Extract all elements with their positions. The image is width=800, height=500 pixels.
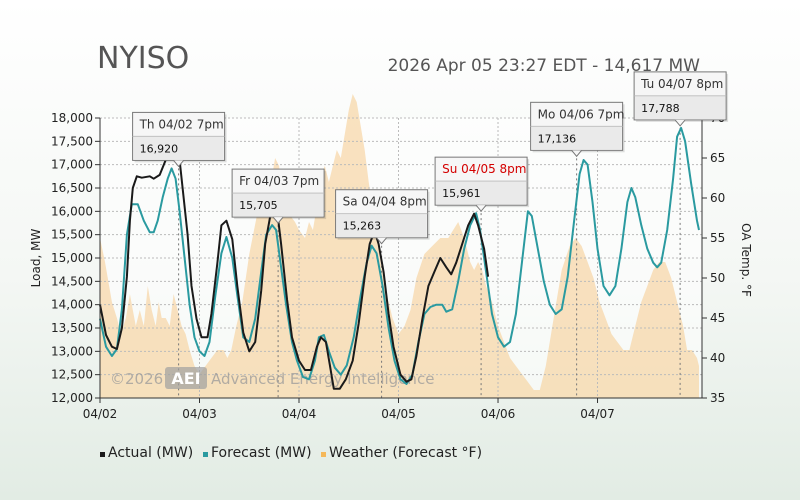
y-tick-label: 12,000 [51,391,93,405]
tooltip-value-bg [133,136,224,160]
tooltip-value-bg [436,181,527,205]
legend-swatch [100,452,105,457]
y-tick-label: 18,000 [51,111,93,125]
tooltip-date: Fr 04/03 7pm [239,174,319,188]
peak-tooltip: Tu 04/07 8pm 17,788 [633,71,729,127]
weather-area [100,94,700,398]
y-tick-label: 12,500 [51,368,93,382]
y2-tick-label: 50 [710,271,725,285]
watermark-text: Advanced Energy Intelligence [211,370,434,388]
y-tick-label: 14,000 [51,298,93,312]
axes: 12,000 12,500 13,000 13,500 14,000 14,500 15,0… [29,111,753,421]
watermark-logo: AEI [171,369,200,388]
legend-item: Actual (MW) [100,445,193,461]
x-tick-label: 04/06 [481,407,516,421]
tooltip-value: 17,136 [538,132,577,145]
y2-tick-label: 45 [710,311,725,325]
tooltip-pointer [376,237,387,245]
legend-item: Forecast (MW) [203,445,312,461]
y2-tick-label: 60 [710,191,725,205]
tooltip-pointer [475,204,487,212]
x-tick-label: 04/05 [381,407,416,421]
x-tick-label: 04/02 [83,407,118,421]
tooltip-date: Su 04/05 8pm [442,162,526,176]
chart-title: NYISO [97,41,189,76]
tooltip-date: Mo 04/06 7pm [538,107,625,121]
y-tick-label: 13,000 [51,344,93,358]
tooltip-pointer [674,119,686,127]
tooltip-value-bg [233,193,324,217]
y-tick-label: 15,000 [51,251,93,265]
y-tick-label: 17,000 [51,158,93,172]
tooltip-pointer [173,160,184,168]
annotations: Th 04/02 7pm 16,920 Fr 04/03 7pm 15,705 Sa 0… [132,71,729,245]
legend-label: Weather (Forecast °F) [329,445,482,461]
tooltip-value-bg [635,96,726,120]
x-tick-label: 04/04 [282,407,317,421]
y-tick-label: 16,000 [51,204,93,218]
tooltip-date: Th 04/02 7pm [139,117,224,131]
watermark-logo-box [165,367,207,389]
y2-axis-title: OA Temp. °F [739,223,753,297]
y-tick-label: 14,500 [51,274,93,288]
legend-item: Weather (Forecast °F) [321,445,482,461]
y2-tick-label: 65 [710,151,725,165]
weather-forecast-area [100,94,700,398]
legend-swatch [203,452,208,457]
tooltip-pointer [571,149,583,158]
y-tick-label: 13,500 [51,321,93,335]
forecast-series-line [99,126,700,385]
watermark-copyright: ©2026 [110,370,163,388]
tooltip-value-bg [531,126,622,150]
y2-tick-label: 35 [710,391,725,405]
legend-label: Forecast (MW) [211,445,312,461]
x-tick-label: 04/07 [580,407,615,421]
legend-swatch [321,452,326,457]
peak-tooltip: Su 04/05 8pm 15,961 [434,156,530,212]
peak-tooltip: Fr 04/03 7pm 15,705 [231,168,327,224]
actual-series-line [99,138,490,390]
peak-tooltip: Th 04/02 7pm 16,920 [132,111,227,168]
chart-subtitle: 2026 Apr 05 23:27 EDT - 14,617 MW [388,56,701,76]
peak-tooltip: Mo 04/06 7pm 17,136 [530,101,625,158]
y-tick-label: 16,500 [51,181,93,195]
peak-tooltip: Sa 04/04 8pm 15,263 [335,189,430,245]
tooltip-pointer [272,216,284,224]
tooltip-value-bg [336,214,427,238]
tooltip-date: Tu 04/07 8pm [640,77,723,91]
tooltip-value: 15,263 [343,220,382,233]
y2-tick-label: 40 [710,351,725,365]
tooltip-value: 16,920 [140,142,179,155]
legend-label: Actual (MW) [108,445,193,461]
x-tick-label: 04/03 [182,407,217,421]
tooltip-value: 15,961 [442,187,481,200]
legend: Actual (MW) Forecast (MW) Weather (Forecas… [100,445,482,461]
watermark: ©2026 AEI Advanced Energy Intelligence [110,367,434,389]
y-tick-label: 15,500 [51,228,93,242]
y2-tick-label: 55 [710,231,725,245]
tooltip-value: 17,788 [641,102,680,115]
y-tick-label: 17,500 [51,134,93,148]
series-lines [99,126,700,390]
y-axis-title: Load, MW [29,229,43,288]
tooltip-value: 15,705 [239,199,278,212]
tooltip-date: Sa 04/04 8pm [343,195,427,209]
